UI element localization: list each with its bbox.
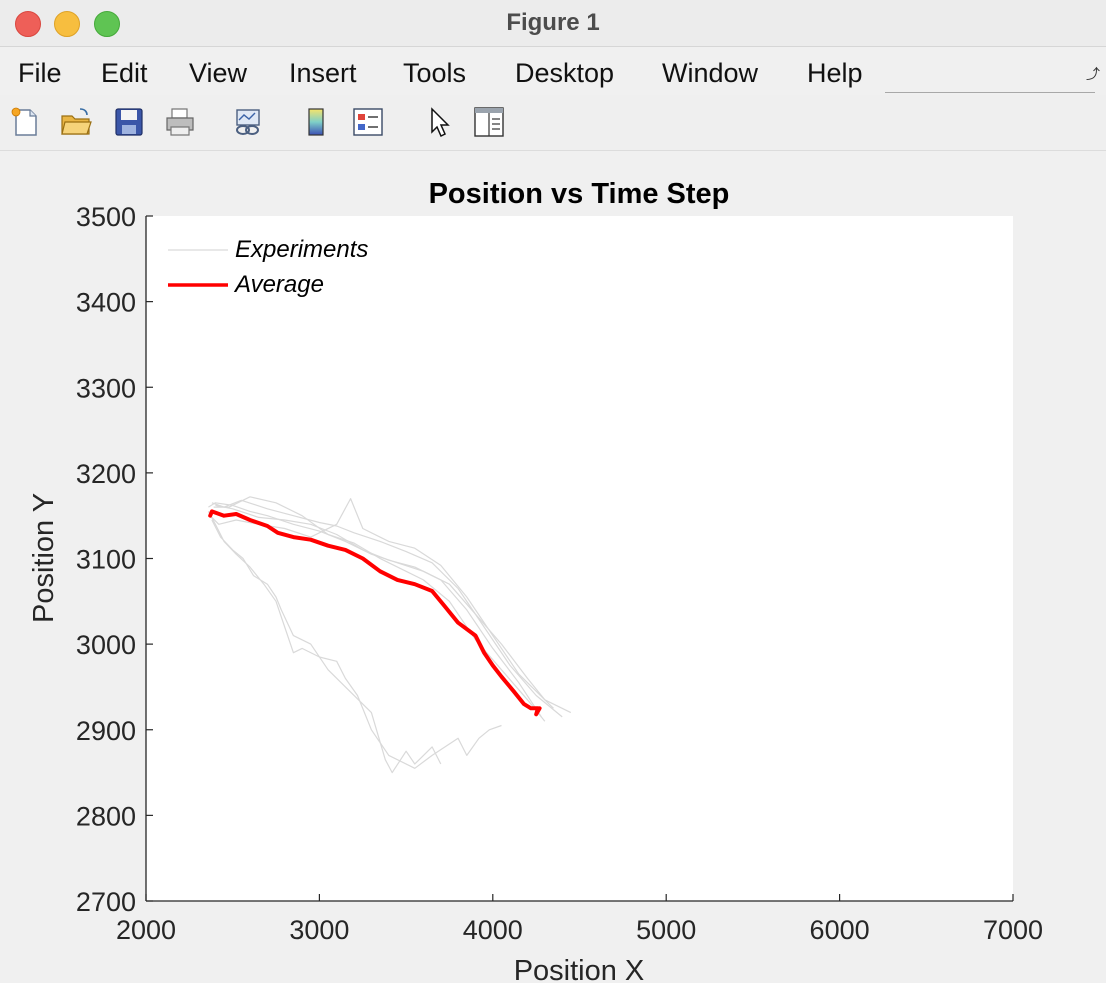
average-line-group <box>208 509 542 717</box>
y-tick-label: 2900 <box>76 716 136 746</box>
y-tick-label: 2800 <box>76 801 136 831</box>
menu-view[interactable]: View <box>189 58 248 88</box>
experiment-series-line[interactable] <box>209 498 572 714</box>
chart-title: Position vs Time Step <box>429 178 730 210</box>
y-tick-label: 3200 <box>76 459 136 489</box>
x-tick-label: 6000 <box>810 915 870 945</box>
menu-separator <box>885 92 1095 93</box>
legend[interactable]: Experiments Average <box>168 236 368 298</box>
x-tick-label: 2000 <box>116 915 176 945</box>
x-tick-label: 5000 <box>636 915 696 945</box>
experiment-series-line[interactable] <box>213 496 546 722</box>
y-tick-label: 3100 <box>76 545 136 575</box>
y-tick-label: 3300 <box>76 373 136 403</box>
menu-insert[interactable]: Insert <box>289 58 357 88</box>
x-tick-label: 3000 <box>289 915 349 945</box>
figure-canvas: 2700 2800 2900 3000 3100 3200 3300 3400 3500 200… <box>28 178 1043 983</box>
axes-background[interactable] <box>146 216 1013 901</box>
y-axis-label: Position Y <box>28 493 60 623</box>
menu-edit[interactable]: Edit <box>101 58 148 88</box>
experiment-series-line[interactable] <box>211 519 442 774</box>
y-tick-label: 3500 <box>76 202 136 232</box>
save-icon[interactable] <box>112 105 146 139</box>
menu-desktop[interactable]: Desktop <box>515 58 615 88</box>
experiment-series-line[interactable] <box>208 502 554 709</box>
open-file-icon[interactable] <box>59 105 93 139</box>
link-plot-icon[interactable] <box>231 105 265 139</box>
menu-overflow-icon[interactable]: ⤴ <box>1086 66 1100 82</box>
minimize-window-button[interactable] <box>54 11 80 37</box>
y-tick-label: 2700 <box>76 887 136 917</box>
legend-average-label: Average <box>233 271 324 298</box>
average-series-line[interactable] <box>208 509 542 717</box>
colorbar-icon[interactable] <box>300 105 334 139</box>
y-axis-ticks: 2700 2800 2900 3000 3100 3200 3300 3400 3500 <box>76 202 153 917</box>
legend-icon[interactable] <box>351 105 385 139</box>
y-tick-label: 3400 <box>76 288 136 318</box>
menu-bar: File Edit View Insert Tools Desktop Wind… <box>0 52 1106 94</box>
maximize-window-button[interactable] <box>94 11 120 37</box>
x-tick-label: 4000 <box>463 915 523 945</box>
new-figure-icon[interactable] <box>8 105 42 139</box>
property-inspector-icon[interactable] <box>472 105 506 139</box>
legend-experiments-label: Experiments <box>235 236 368 263</box>
experiment-series-line[interactable] <box>211 499 563 718</box>
experiment-series-line[interactable] <box>215 504 542 718</box>
figure-toolbar <box>0 95 1106 151</box>
print-icon[interactable] <box>163 105 197 139</box>
pointer-icon[interactable] <box>422 105 456 139</box>
y-tick-label: 3000 <box>76 630 136 660</box>
menu-window[interactable]: Window <box>662 58 759 88</box>
experiment-lines <box>207 496 572 774</box>
menu-help[interactable]: Help <box>807 58 863 88</box>
close-window-button[interactable] <box>15 11 41 37</box>
title-bar: Figure 1 <box>0 0 1106 47</box>
menu-tools[interactable]: Tools <box>403 58 467 88</box>
menu-file[interactable]: File <box>18 58 62 88</box>
x-axis-ticks: 2000 3000 4000 5000 6000 7000 <box>116 894 1043 945</box>
window-title: Figure 1 <box>506 9 600 36</box>
x-axis-label: Position X <box>514 955 645 983</box>
x-tick-label: 7000 <box>983 915 1043 945</box>
